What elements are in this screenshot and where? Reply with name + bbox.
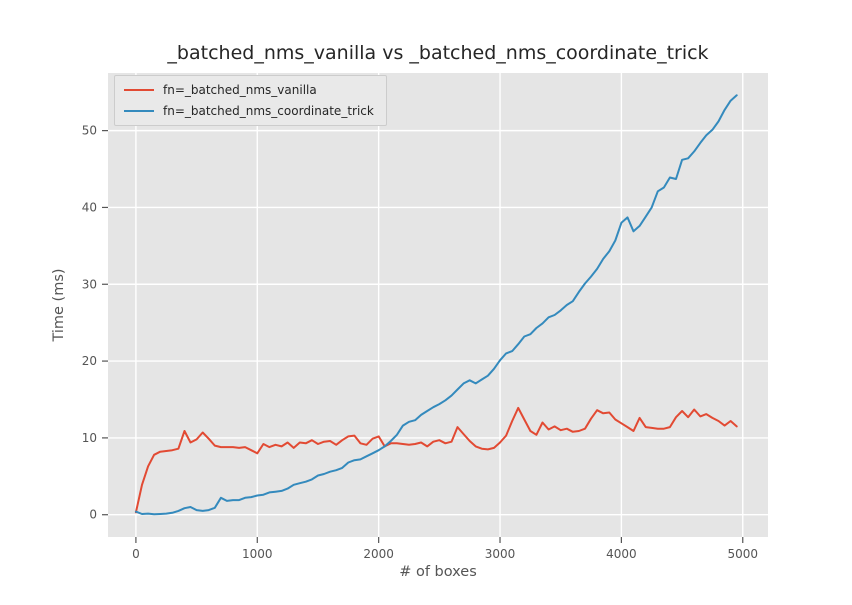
x-tick-label: 2000: [363, 547, 394, 561]
plot-background: [108, 73, 768, 537]
y-tick-label: 40: [82, 200, 97, 214]
x-tick-label: 3000: [485, 547, 516, 561]
y-tick-label: 0: [89, 508, 97, 522]
y-tick-label: 20: [82, 354, 97, 368]
gridlines: [108, 73, 768, 537]
legend-item-coordinate-trick: fn=_batched_nms_coordinate_trick: [124, 104, 374, 118]
legend-label-coordinate-trick: fn=_batched_nms_coordinate_trick: [163, 104, 374, 118]
legend-item-vanilla: fn=_batched_nms_vanilla: [124, 83, 374, 97]
x-tick-label: 4000: [606, 547, 637, 561]
y-tick-label: 30: [82, 277, 97, 291]
x-tick-label: 5000: [727, 547, 758, 561]
tick-labels: 0 1000 2000 3000 4000 5000 0 10 20 30 40 50: [82, 124, 758, 561]
y-axis-label: Time (ms): [51, 268, 67, 342]
y-tick-label: 50: [82, 124, 97, 138]
data-series: [134, 94, 738, 516]
legend-label-vanilla: fn=_batched_nms_vanilla: [163, 83, 317, 97]
x-axis-label: # of boxes: [399, 564, 477, 580]
legend-swatch-coordinate-trick-line-icon: [124, 110, 154, 112]
legend: fn=_batched_nms_vanilla fn=_batched_nms_…: [114, 75, 387, 126]
series-coordinate-trick-line: [134, 94, 738, 516]
y-tick-label: 10: [82, 431, 97, 445]
x-tick-label: 0: [132, 547, 140, 561]
x-tick-label: 1000: [242, 547, 273, 561]
series-vanilla-line: [134, 406, 738, 514]
chart-title: _batched_nms_vanilla vs _batched_nms_coo…: [167, 42, 709, 64]
legend-swatch-vanilla-line-icon: [124, 89, 154, 91]
tick-marks: [102, 130, 744, 543]
